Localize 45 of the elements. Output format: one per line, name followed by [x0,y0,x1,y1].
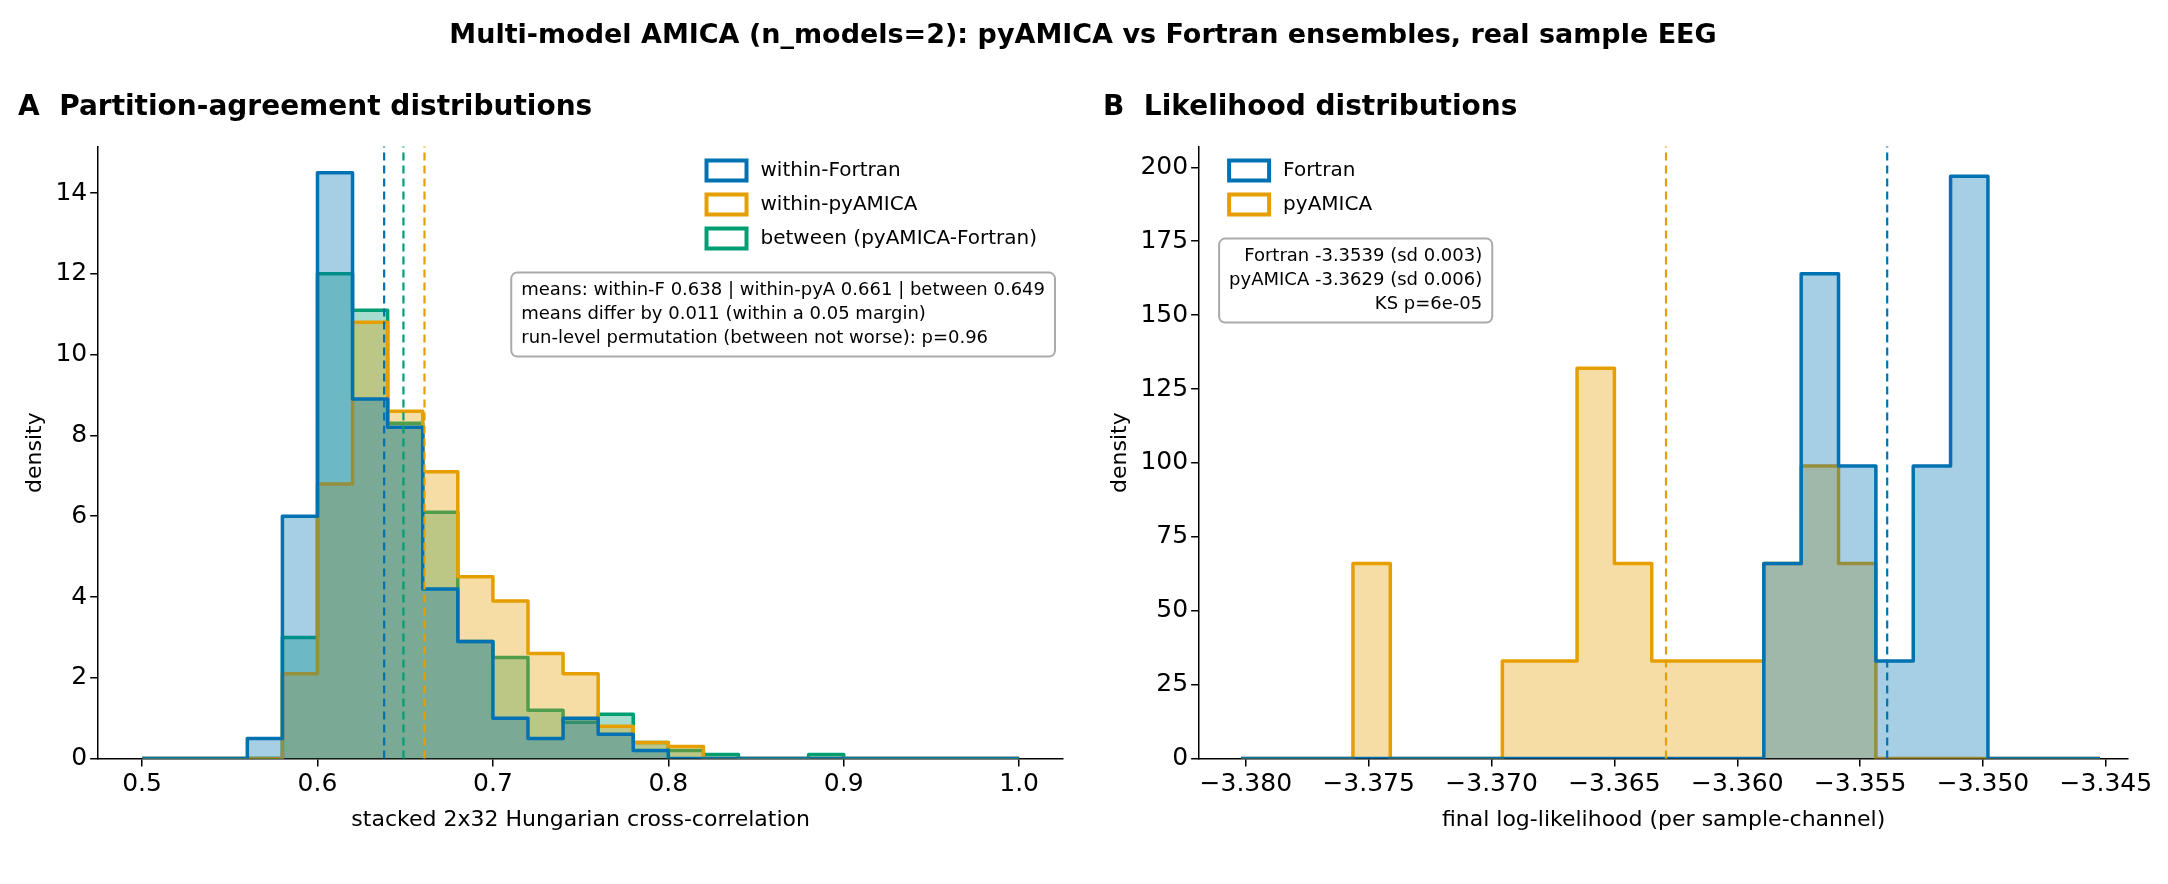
y-tick-label: 50 [1156,594,1189,624]
x-tick-label: −3.360 [1691,768,1784,798]
x-tick-label: −3.365 [1568,768,1661,798]
y-tick-label: 150 [1140,298,1189,328]
y-tick-label: 0 [71,742,88,772]
legend-label: within-Fortran [760,156,901,181]
x-axis-title: stacked 2x32 Hungarian cross-correlation [351,805,810,831]
text: Multi-model AMICA (n_models=2): pyAMICA vs Fortran ensembles, real sample EEG [448,17,1718,51]
annotation: Fortran -3.3539 (sd 0.003) pyAMICA -3.3629 (sd 0.006) KS p=6e-05 [1229,244,1483,314]
y-tick-label: 6 [71,499,88,529]
x-tick-label: −3.370 [1445,768,1538,798]
y-tick-label: 125 [1140,372,1189,402]
x-tick-label: −3.380 [1199,768,1293,798]
y-tick-label: 2 [71,661,88,691]
y-tick-label: 75 [1156,520,1189,550]
x-axis-title: final log-likelihood (per sample-channel) [1441,805,1886,831]
legend-label: Fortran [1283,156,1356,181]
chart-title: B Likelihood distributions [1103,89,1518,123]
legend-label: pyAMICA [1283,190,1373,215]
x-tick-label: 0.7 [473,768,513,798]
x-tick-label: −3.345 [2059,768,2153,798]
y-axis-title: density [20,412,46,493]
x-tick-label: −3.350 [1936,768,2030,798]
y-tick-label: 100 [1140,446,1189,476]
x-tick-label: 0.5 [122,768,162,798]
y-tick-label: 0 [1172,742,1189,772]
legend-label: between (pyAMICA-Fortran) [760,224,1037,249]
y-tick-label: 4 [71,580,88,610]
x-tick-label: 0.6 [297,768,338,798]
y-tick-label: 25 [1156,668,1189,698]
y-tick-label: 200 [1140,150,1189,180]
x-tick-label: 1.0 [999,768,1040,798]
x-tick-label: 0.8 [648,768,689,798]
chart-title: A Partition-agreement distributions [18,89,593,123]
x-tick-label: 0.9 [823,768,864,798]
x-tick-label: −3.375 [1322,768,1415,798]
y-tick-label: 14 [55,176,88,206]
annotation: means: within-F 0.638 | within-pyA 0.661 | between 0.649 means differ by 0.011 (within a 0.05 margin) run-level permutation (between not worse): p=0.96 [521,278,1045,348]
y-tick-label: 175 [1140,224,1189,254]
legend-label: within-pyAMICA [760,190,918,215]
y-axis-title: density [1105,412,1131,493]
y-tick-label: 12 [55,257,88,287]
y-tick-label: 10 [55,338,88,368]
x-tick-label: −3.355 [1813,768,1907,798]
y-tick-label: 8 [71,418,88,448]
